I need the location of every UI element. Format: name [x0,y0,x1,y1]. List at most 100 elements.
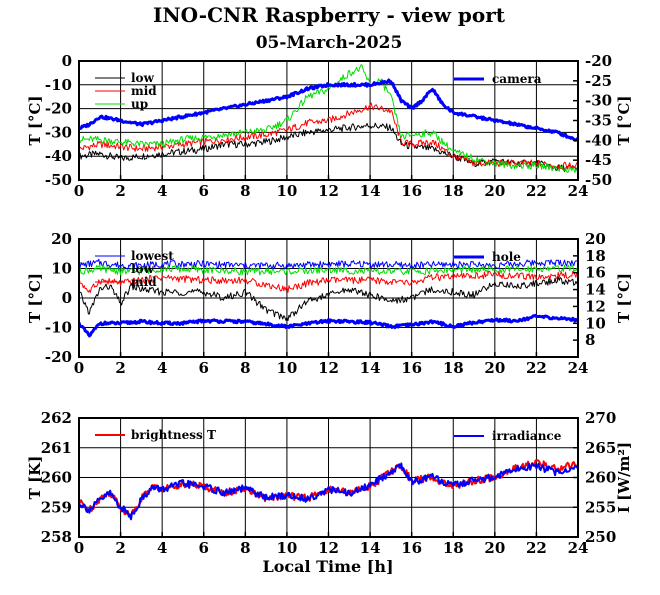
y-tick-label-right: 10 [585,314,606,332]
legend-label: lowest [131,249,174,263]
y-tick-label-right: 20 [585,230,606,248]
x-tick-label: 20 [484,359,505,377]
x-tick-label: 0 [74,359,84,377]
legend-label: hole [492,250,521,264]
x-tick-label: 12 [318,182,339,200]
x-tick-label: 18 [443,359,464,377]
y-tick-label-left: 10 [51,260,72,278]
x-tick-label: 10 [276,182,297,200]
series-line-camera [79,78,578,142]
legend-label: low [131,71,155,85]
y-tick-label-right: 250 [585,528,616,546]
x-tick-label: 24 [568,182,589,200]
y-tick-label-right: -30 [585,92,612,110]
x-tick-label: 6 [199,539,209,557]
legend-label: camera [492,72,542,86]
x-tick-label: 20 [484,182,505,200]
series-group [79,258,578,338]
series-line-mid [79,270,578,293]
x-tick-label: 18 [443,182,464,200]
y-tick-label-right: 8 [585,331,595,349]
y-tick-label-left: 261 [41,439,72,457]
panel-brightness: 0 2 4 6 8 10 12 14 16 18 20 22 242582592602612622502… [26,409,633,557]
y-tick-label-right: -20 [585,52,612,70]
x-tick-label: 20 [484,539,505,557]
y-tick-label-right: 16 [585,264,606,282]
y-tick-label-right: 260 [585,469,616,487]
legend-label: mid [131,275,157,289]
y-tick-label-right: -45 [585,151,612,169]
x-tick-label: 2 [115,359,125,377]
y-tick-label-left: 258 [41,528,72,546]
x-tick-label: 10 [276,539,297,557]
y-axis-label-right: I [W/m²] [615,442,633,513]
y-tick-label-right: 14 [585,281,606,299]
x-tick-label: 14 [360,539,381,557]
y-tick-label-left: 260 [41,469,72,487]
y-tick-label-left: 0 [62,289,72,307]
y-tick-label-left: -50 [45,171,72,189]
x-tick-label: 24 [568,359,589,377]
x-tick-label: 10 [276,359,297,377]
y-axis-label-right: T [°C] [615,273,633,323]
y-tick-label-left: 0 [62,52,72,70]
chart-title: INO-CNR Raspberry - view port [153,3,506,27]
y-tick-label-left: 262 [41,409,72,427]
panel-view-port-temperatures: 0 2 4 6 8 10 12 14 16 18 20 22 24-50-40-30-20-100-50… [26,52,633,200]
x-tick-label: 12 [318,539,339,557]
panels: 0 2 4 6 8 10 12 14 16 18 20 22 24-50-40-30-20-100-50… [26,52,633,557]
series-line-unlabeled [79,276,578,321]
legend-label: up [131,97,148,111]
x-tick-label: 8 [240,539,250,557]
series-line-irradiance [79,462,578,521]
x-tick-label: 4 [157,182,167,200]
legend-label: brightness T [131,428,216,442]
x-tick-label: 18 [443,539,464,557]
y-tick-label-left: -30 [45,123,72,141]
x-tick-label: 16 [401,182,422,200]
legend-label: low [131,262,155,276]
x-tick-label: 2 [115,539,125,557]
y-tick-label-left: -10 [45,319,72,337]
panel-tank-temperatures: 0 2 4 6 8 10 12 14 16 18 20 22 24-20-100102081012141… [26,230,633,377]
series-line-low [79,122,578,173]
y-tick-label-right: 270 [585,409,616,427]
y-axis-label-right: T [°C] [615,95,633,145]
legend-label: irradiance [492,429,562,443]
y-tick-label-left: -20 [45,348,72,366]
x-tick-label: 16 [401,539,422,557]
x-tick-label: 2 [115,182,125,200]
x-tick-label: 12 [318,359,339,377]
series-group [79,64,578,173]
x-tick-label: 0 [74,182,84,200]
y-axis-label-left: T [°C] [26,273,44,323]
y-tick-label-right: -25 [585,72,612,90]
x-tick-label: 4 [157,539,167,557]
x-tick-label: 14 [360,359,381,377]
series-line-hole [79,313,578,338]
x-tick-label: 0 [74,539,84,557]
y-tick-label-right: 265 [585,439,616,457]
y-tick-label-right: -35 [585,112,612,130]
legend-label: mid [131,84,157,98]
y-tick-label-left: -20 [45,100,72,118]
y-tick-label-right: -50 [585,171,612,189]
series-line-lowest [79,258,578,270]
series-line-low [79,264,578,276]
x-tick-label: 8 [240,182,250,200]
x-tick-label: 4 [157,359,167,377]
series-line-up [79,64,578,173]
x-tick-label: 16 [401,359,422,377]
x-tick-label: 22 [526,539,547,557]
series-group [79,459,578,521]
y-tick-label-left: 259 [41,498,72,516]
y-axis-label-left: T [K] [26,456,44,500]
x-tick-label: 8 [240,359,250,377]
y-tick-label-left: -40 [45,147,72,165]
chart-subtitle: 05-March-2025 [256,33,403,53]
x-tick-label: 22 [526,182,547,200]
y-tick-label-right: -40 [585,131,612,149]
x-tick-label: 22 [526,359,547,377]
x-tick-label: 6 [199,182,209,200]
